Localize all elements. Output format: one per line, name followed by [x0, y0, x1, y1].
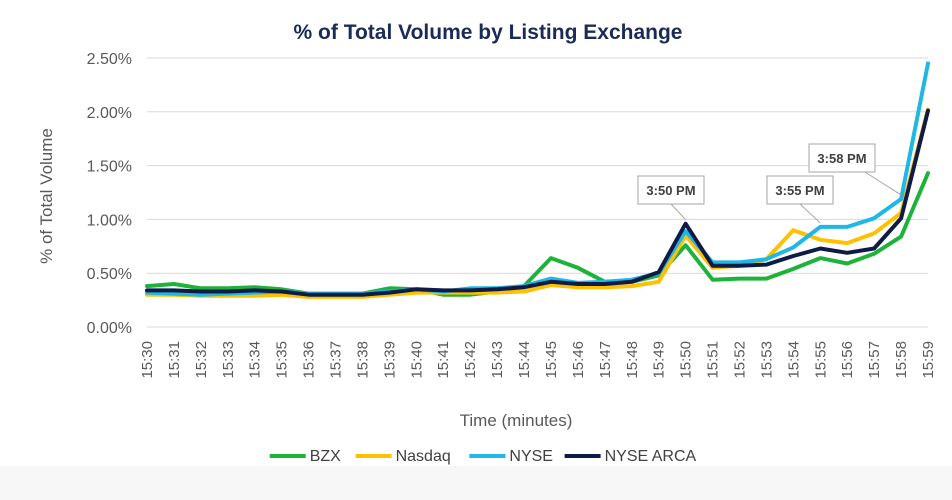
- y-axis-ticks: 0.00% 0.50% 1.00% 1.50% 2.00% 2.50%: [87, 51, 132, 337]
- series-lines: [145, 61, 930, 299]
- callout-pointer: [864, 171, 902, 196]
- x-tick-label: 15:54: [785, 341, 802, 379]
- callout-label: 3:58 PM: [817, 151, 866, 166]
- x-tick-label: 15:42: [462, 341, 479, 379]
- chart-title: % of Total Volume by Listing Exchange: [294, 21, 683, 44]
- y-tick-label: 0.00%: [87, 320, 132, 337]
- x-tick-label: 15:39: [381, 341, 398, 379]
- legend-item: Nasdaq: [355, 448, 451, 465]
- callout-box: [766, 175, 834, 205]
- legend-item: NYSE: [469, 448, 553, 465]
- callout-label: 3:55 PM: [775, 183, 824, 198]
- x-tick-label: 15:55: [812, 341, 829, 379]
- x-axis-ticks: 15:30 15:31 15:32 15:33 15:34 15:35 15:36 15:37…: [139, 341, 937, 379]
- x-tick-label: 15:41: [435, 341, 452, 379]
- x-tick-label: 15:47: [597, 341, 614, 379]
- x-tick-label: 15:53: [758, 341, 775, 379]
- annotations: 3:50 PM 3:55 PM 3:58 PM: [637, 143, 902, 224]
- x-tick-label: 15:48: [624, 341, 641, 379]
- x-tick-label: 15:57: [866, 341, 883, 379]
- x-tick-label: 15:33: [220, 341, 237, 379]
- y-tick-label: 2.50%: [87, 51, 132, 68]
- y-axis-label: % of Total Volume: [37, 128, 56, 264]
- x-tick-label: 15:40: [408, 341, 425, 379]
- x-tick-label: 15:50: [678, 341, 695, 379]
- x-tick-label: 15:32: [193, 341, 210, 379]
- callout-pointer: [670, 203, 686, 221]
- legend-label: NYSE ARCA: [605, 448, 697, 465]
- x-tick-label: 15:36: [301, 341, 318, 379]
- x-tick-label: 15:52: [731, 341, 748, 379]
- x-tick-label: 15:34: [247, 341, 264, 379]
- x-tick-label: 15:56: [839, 341, 856, 379]
- y-tick-label: 1.50%: [87, 159, 132, 176]
- x-tick-label: 15:45: [543, 341, 560, 379]
- legend-label: Nasdaq: [396, 448, 451, 465]
- callout-label: 3:50 PM: [646, 183, 695, 198]
- callout: 3:58 PM: [808, 143, 902, 196]
- x-axis-label: Time (minutes): [460, 411, 573, 430]
- legend-label: NYSE: [509, 448, 553, 465]
- y-tick-label: 1.00%: [87, 212, 132, 229]
- legend-label: BZX: [310, 448, 341, 465]
- callout-pointer: [799, 203, 821, 224]
- x-tick-label: 15:31: [166, 341, 183, 379]
- x-tick-label: 15:38: [354, 341, 371, 379]
- x-tick-label: 15:59: [920, 341, 937, 379]
- x-tick-label: 15:43: [489, 341, 506, 379]
- series-line-bzx: [145, 171, 930, 297]
- callout: 3:50 PM: [637, 175, 705, 221]
- series-line-nyse-arca: [145, 108, 930, 297]
- x-tick-label: 15:37: [328, 341, 345, 379]
- legend-item: NYSE ARCA: [564, 448, 697, 465]
- x-tick-label: 15:46: [570, 341, 587, 379]
- x-tick-label: 15:49: [651, 341, 668, 379]
- callout-box: [637, 175, 705, 205]
- legend-item: BZX: [269, 448, 341, 465]
- x-tick-label: 15:44: [516, 341, 533, 379]
- x-tick-label: 15:58: [893, 341, 910, 379]
- x-tick-label: 15:51: [705, 341, 722, 379]
- footer-strip: [0, 466, 952, 500]
- x-tick-label: 15:35: [274, 341, 291, 379]
- callout-box: [808, 143, 876, 173]
- callout: 3:55 PM: [766, 175, 834, 224]
- series-line-nasdaq: [145, 107, 930, 299]
- x-tick-label: 15:30: [139, 341, 156, 379]
- y-tick-label: 0.50%: [87, 266, 132, 283]
- line-chart: % of Total Volume by Listing Exchange 0.…: [37, 21, 937, 465]
- legend: BZX Nasdaq NYSE NYSE ARCA: [269, 448, 697, 465]
- grid-lines: [147, 57, 928, 328]
- y-tick-label: 2.00%: [87, 105, 132, 122]
